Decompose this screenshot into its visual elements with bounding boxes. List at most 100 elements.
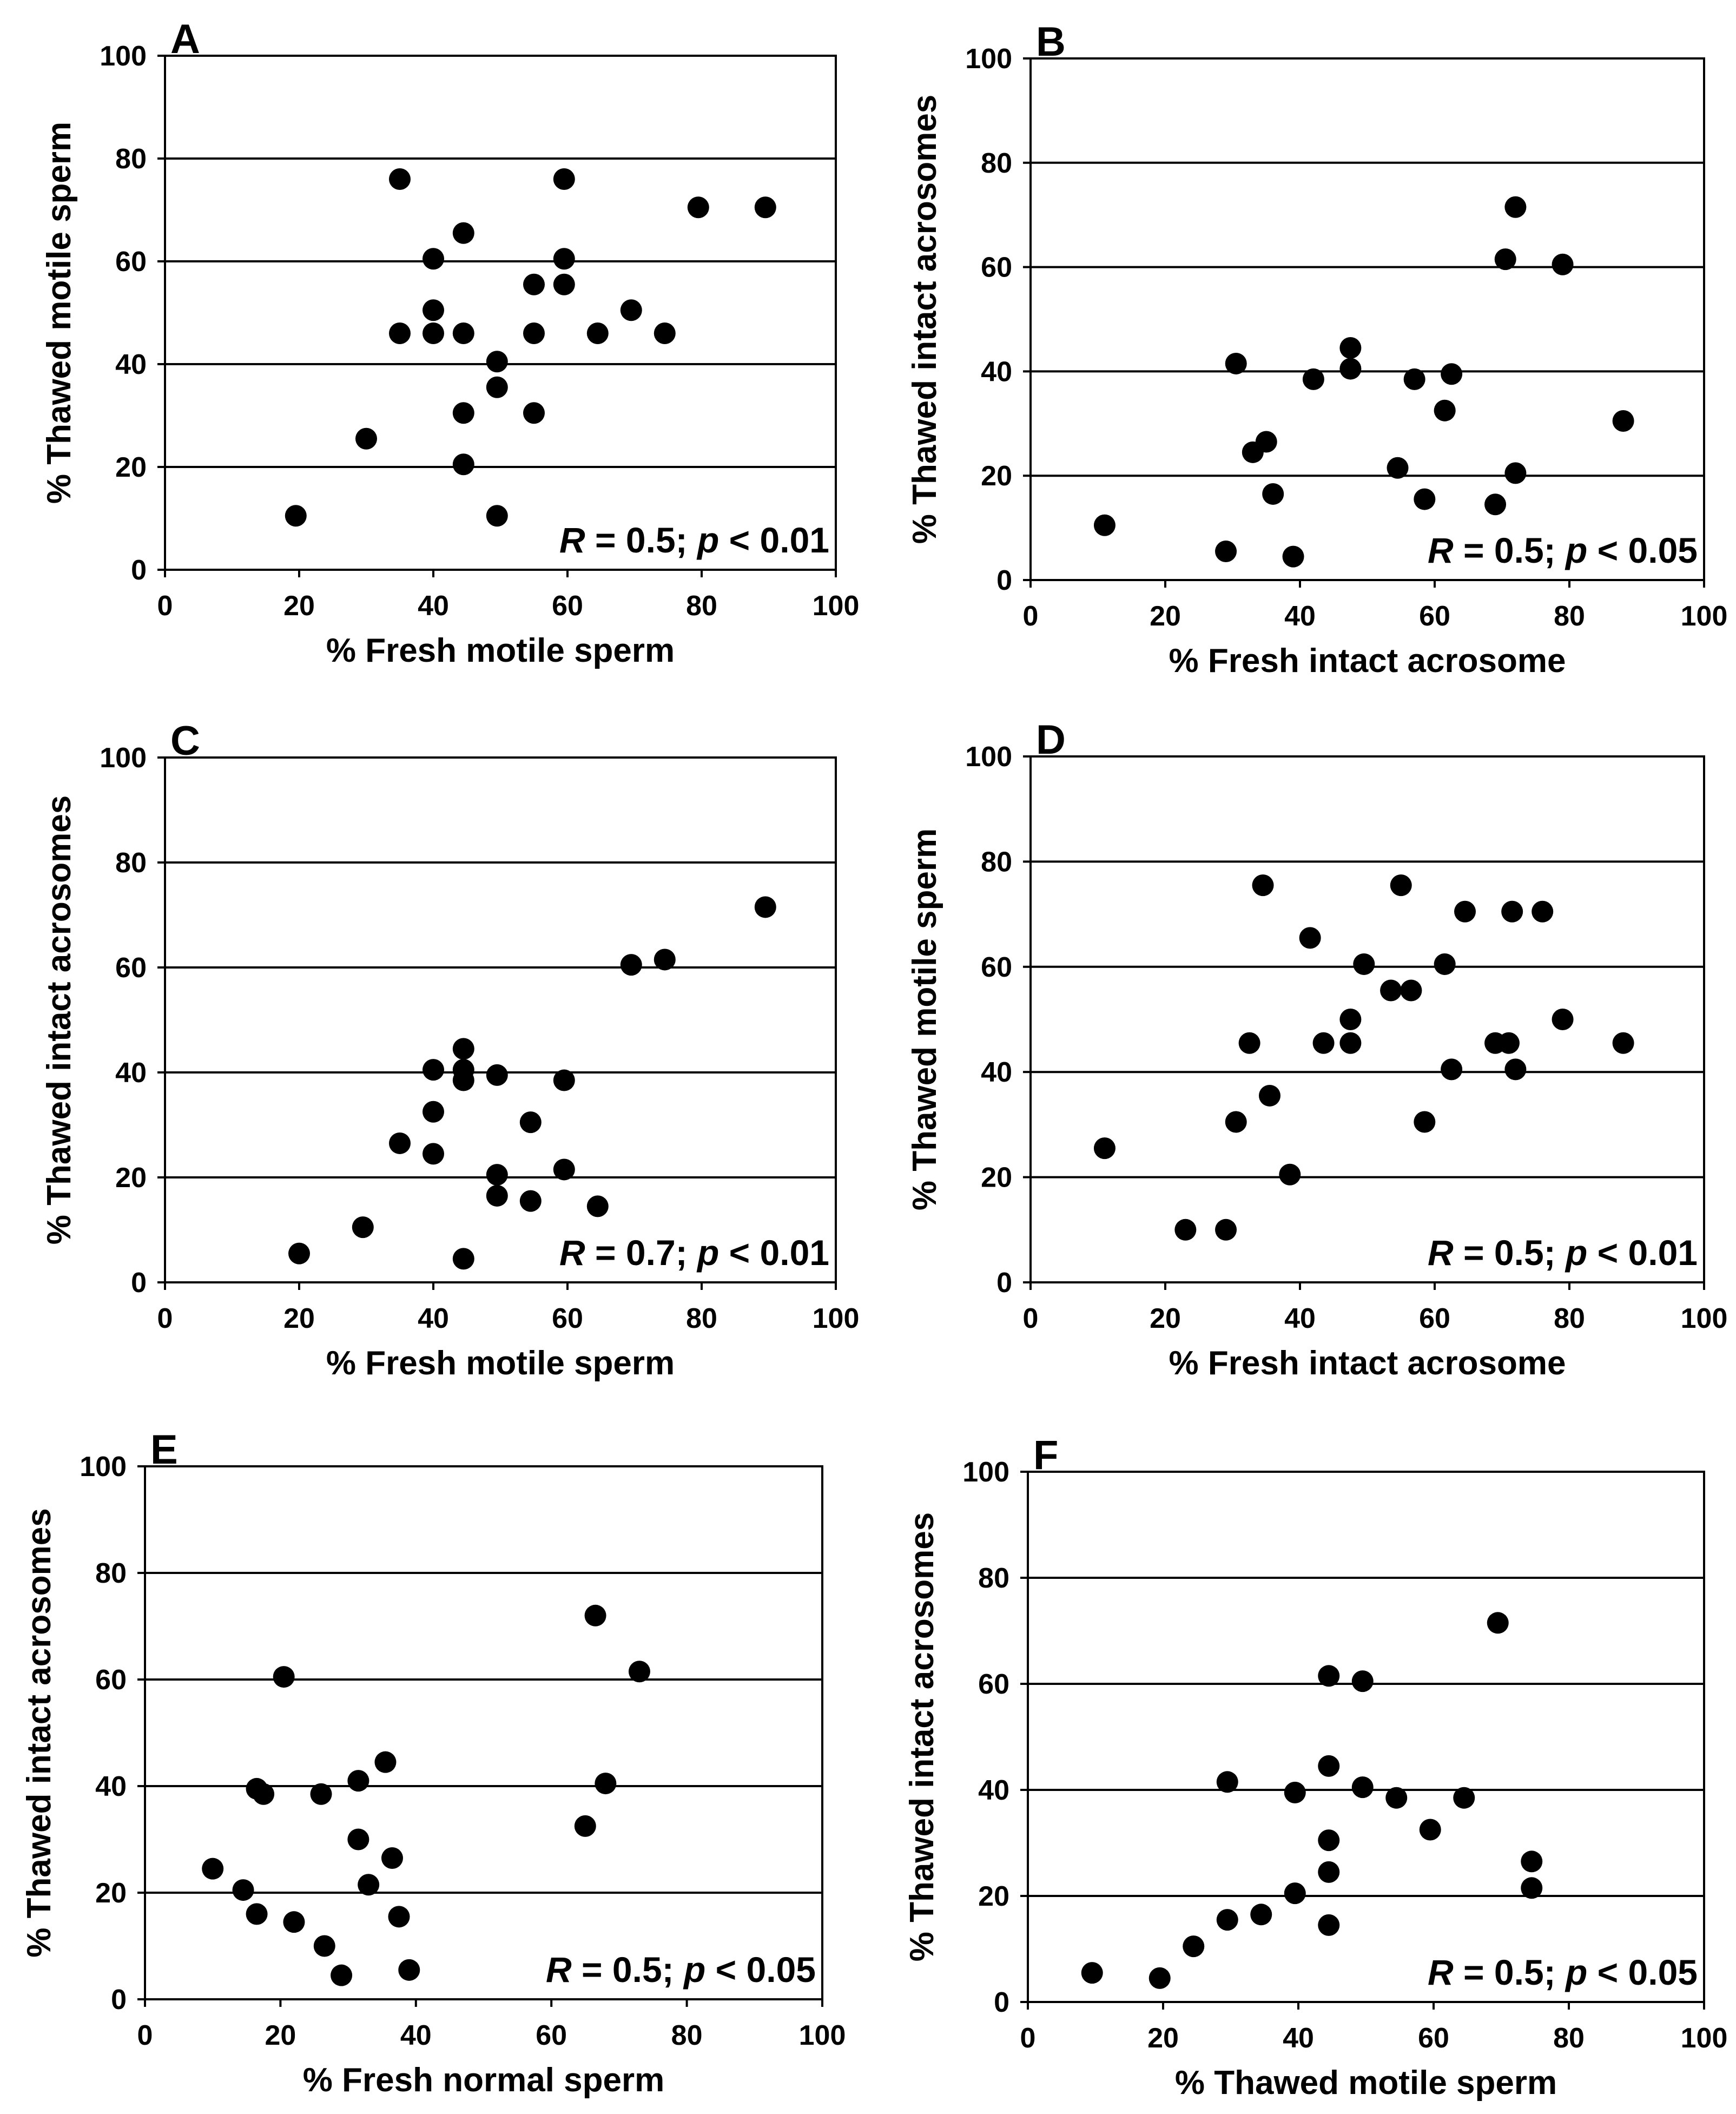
data-point (331, 1964, 353, 1986)
data-point (620, 299, 642, 321)
data-point (423, 1101, 444, 1123)
panel-a: 0 20 40 60 80 100 0 20 40 60 80 100 % Fresh motile s… (41, 16, 859, 669)
data-point (246, 1903, 268, 1925)
data-point (1183, 1935, 1205, 1958)
data-point (423, 299, 444, 321)
x-tick-label: 0 (157, 1303, 173, 1334)
y-tick-label: 60 (981, 952, 1012, 983)
data-point (1434, 953, 1456, 975)
x-tick-label: 20 (283, 1303, 315, 1334)
data-point (1552, 1009, 1574, 1030)
data-point (283, 1911, 305, 1933)
data-point (1093, 1137, 1115, 1160)
x-tick-label: 80 (686, 590, 717, 622)
data-point (452, 322, 474, 344)
data-point (1093, 514, 1115, 536)
correlation-annotation: R = 0.7; p < 0.01 (559, 1233, 829, 1273)
data-point (347, 1770, 369, 1792)
y-axis-title: % Thawed intact acrosomes (903, 1512, 941, 1961)
x-axis-title: % Thawed motile sperm (1175, 2064, 1557, 2102)
data-point (486, 351, 508, 373)
x-tick-label: 20 (1150, 1303, 1181, 1334)
y-tick-label: 40 (95, 1771, 127, 1802)
data-point (398, 1959, 420, 1981)
data-point (486, 505, 508, 527)
data-point (1174, 1219, 1197, 1241)
x-tick-label: 60 (552, 1303, 583, 1334)
data-point (519, 1190, 542, 1212)
data-point (1148, 1967, 1171, 1989)
x-tick-label: 60 (1419, 1303, 1450, 1334)
x-axis-title: % Fresh intact acrosome (1169, 1345, 1566, 1382)
y-tick-label: 100 (965, 741, 1012, 773)
data-point (1225, 1111, 1247, 1133)
data-point (486, 1164, 508, 1186)
data-point (1216, 1771, 1238, 1793)
data-point (586, 1195, 609, 1217)
panel-d: 0 20 40 60 80 100 0 20 40 60 80 100 % Fresh intact a… (906, 717, 1727, 1382)
correlation-annotation: R = 0.5; p < 0.05 (546, 1950, 816, 1990)
data-point (1400, 979, 1422, 1002)
x-tick-label: 40 (400, 2020, 432, 2051)
data-point (1454, 900, 1476, 923)
y-axis-title: % Thawed motile sperm (41, 122, 78, 504)
x-tick-label: 0 (137, 2020, 153, 2051)
y-tick-label: 40 (978, 1775, 1009, 1806)
data-point (553, 248, 575, 270)
data-point (374, 1751, 397, 1773)
data-point (553, 168, 575, 190)
y-tick-label: 0 (111, 1984, 127, 2016)
data-point (423, 1059, 444, 1081)
data-point (1252, 874, 1274, 897)
data-point (1081, 1962, 1103, 1984)
data-point (1414, 488, 1436, 510)
data-point (486, 376, 508, 398)
x-axis-title: % Fresh normal sperm (303, 2062, 664, 2099)
y-tick-label: 20 (978, 1881, 1009, 1912)
data-point (313, 1935, 335, 1957)
panel-e: 0 20 40 60 80 100 0 20 40 60 80 100 % Fresh normal s… (21, 1427, 846, 2099)
x-tick-label: 100 (1681, 2023, 1728, 2054)
panel-letter: B (1036, 19, 1066, 65)
data-point (1504, 462, 1527, 484)
data-point (202, 1858, 224, 1880)
y-tick-label: 80 (981, 148, 1012, 179)
data-point (389, 322, 411, 344)
x-axis-title: % Fresh motile sperm (326, 632, 675, 669)
data-point (1501, 900, 1523, 923)
data-point (358, 1874, 380, 1896)
y-axis-title: % Thawed intact acrosomes (21, 1508, 58, 1957)
data-point (285, 505, 307, 527)
data-point (452, 453, 474, 476)
data-point (486, 1064, 508, 1086)
y-tick-label: 80 (981, 846, 1012, 878)
data-point (452, 1038, 474, 1060)
data-point (654, 949, 676, 971)
data-point (584, 1604, 606, 1626)
y-tick-label: 60 (981, 252, 1012, 284)
plot-frame (1029, 57, 1705, 581)
data-point (1312, 1032, 1335, 1054)
x-axis-title: % Fresh intact acrosome (1169, 642, 1566, 680)
y-tick-label: 40 (115, 1057, 147, 1089)
data-point (452, 1069, 474, 1091)
y-tick-label: 20 (981, 460, 1012, 492)
y-tick-label: 0 (131, 1267, 147, 1299)
x-tick-label: 0 (1023, 601, 1039, 632)
x-tick-label: 20 (283, 590, 315, 622)
y-tick-label: 20 (115, 452, 147, 483)
data-point (253, 1783, 275, 1805)
panel-f: 0 20 40 60 80 100 0 20 40 60 80 100 % Thawed motile … (903, 1432, 1727, 2102)
data-point (1390, 874, 1412, 897)
data-point (1215, 540, 1237, 562)
data-point (1403, 368, 1425, 390)
data-point (1380, 979, 1402, 1002)
y-tick-label: 100 (100, 41, 147, 72)
x-tick-label: 80 (671, 2020, 703, 2051)
y-tick-label: 60 (978, 1669, 1009, 1700)
y-tick-label: 80 (978, 1563, 1009, 1594)
data-point (1353, 953, 1375, 975)
data-point (232, 1879, 254, 1901)
data-point (381, 1847, 403, 1869)
correlation-annotation: R = 0.5; p < 0.01 (559, 520, 829, 560)
